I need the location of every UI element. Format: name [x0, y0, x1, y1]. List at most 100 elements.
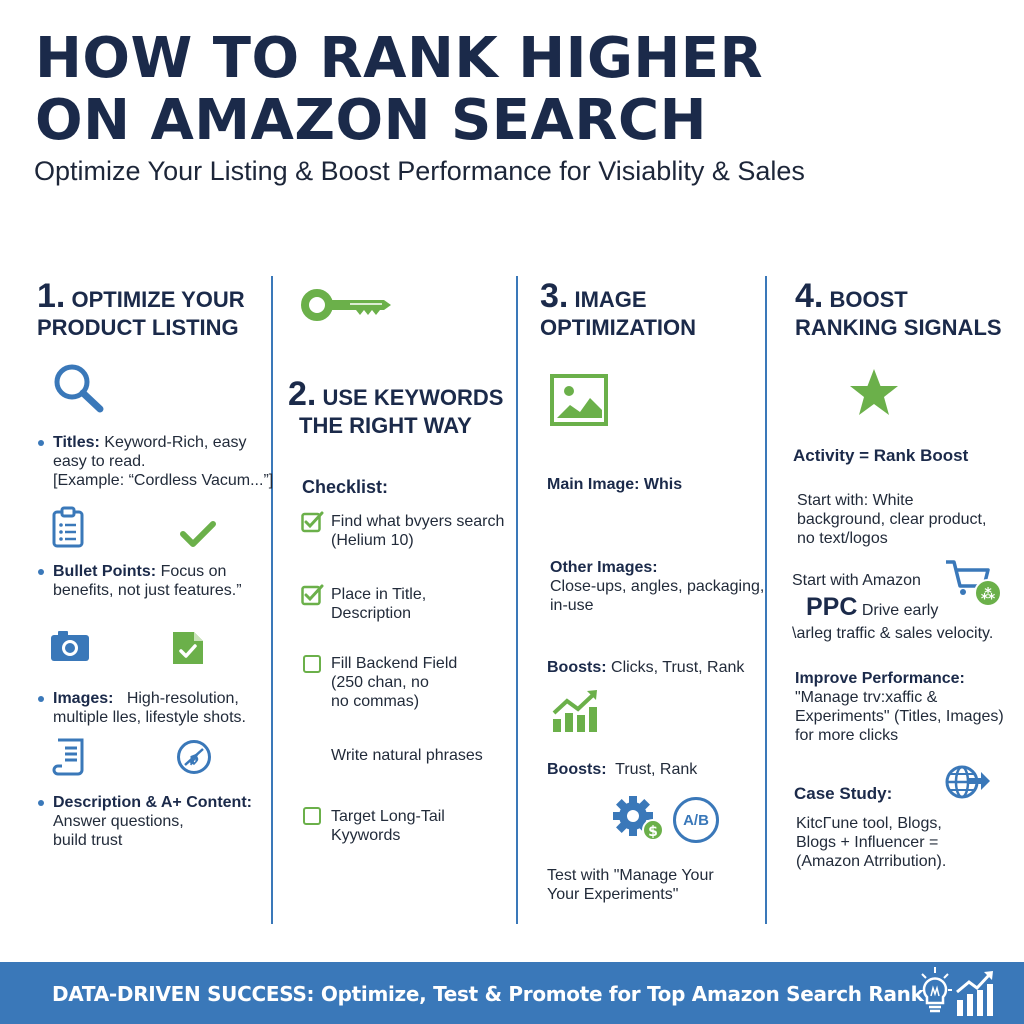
ppc-highlight: PPC Drive early — [806, 593, 938, 625]
start-line: no text/logos — [797, 530, 888, 547]
checklist-line: Target Long-Tail — [331, 808, 445, 825]
magnifier-icon — [54, 364, 104, 413]
item-text: easy to read. — [53, 453, 146, 470]
key-icon — [301, 289, 391, 321]
ppc-traffic: \arleg traffic & sales velocity. — [792, 625, 994, 642]
checklist-line: Find what bvyers search — [331, 513, 505, 530]
checklist-text: Target Long-Tail Kyywords — [331, 807, 445, 845]
checklist-line: Place in Title, — [331, 586, 427, 603]
section-title-line1: USE KEYWORDS — [322, 385, 504, 410]
start-line: Start with: White — [797, 492, 914, 509]
item-text: Focus on — [160, 563, 227, 580]
page-title: HOW TO RANK HIGHER ON AMAZON SEARCH — [35, 28, 763, 152]
improve-line: Experiments" (Titles, Images) — [795, 708, 1004, 725]
main-image-label: Main Image: Whis — [547, 476, 683, 493]
checkmark-icon — [180, 521, 216, 547]
section-title-line1: IMAGE — [574, 287, 647, 312]
section-title-line2: OPTIMIZATION — [540, 315, 697, 340]
improve-label: Improve Performance: — [795, 670, 965, 687]
page-subtitle: Optimize Your Listing & Boost Performanc… — [34, 156, 805, 186]
section-title-line1: OPTIMIZE YOUR — [71, 287, 245, 312]
gear-dollar-icon: $ — [613, 796, 664, 841]
case-line: KitcΓune tool, Blogs, — [796, 815, 942, 832]
section-number: 3. — [540, 277, 569, 315]
boosts-text: Clicks, Trust, Rank — [611, 659, 745, 676]
checkbox-unchecked[interactable] — [303, 655, 321, 673]
item-label: Description & A+ Content: — [53, 794, 252, 811]
section-heading: 2. USE KEYWORDS THE RIGHT WAY — [288, 377, 504, 440]
case-line: (Amazon Atrribution). — [796, 853, 947, 870]
test-line: Your Experiments" — [547, 886, 679, 903]
start-line: background, clear product, — [797, 511, 987, 528]
item-label: Images: — [53, 690, 114, 707]
checklist-text-write-natural: Write natural phrases — [331, 747, 483, 764]
item-text: [Example: “Cordless Vacum...”] — [53, 472, 274, 489]
item-label: Titles: — [53, 434, 100, 451]
ppc-text: Start with Amazon — [792, 571, 921, 590]
checklist-text: Fill Backend Field (250 chan, no no comm… — [331, 654, 457, 711]
checkbox-checked-icon[interactable] — [301, 511, 325, 533]
growth-chart-icon — [956, 971, 993, 1016]
list-item-description: Description & A+ Content: Answer questio… — [38, 793, 252, 850]
checklist-text: Find what bvyers search (Helium 10) — [331, 512, 504, 550]
document-check-icon — [173, 632, 203, 664]
section-title-line2: PRODUCT LISTING — [37, 315, 239, 340]
item-text: build trust — [53, 832, 123, 849]
checkbox-checked-icon[interactable] — [301, 584, 325, 606]
section-title-line1: BOOST — [829, 287, 908, 312]
camera-icon — [51, 631, 89, 661]
image-icon — [550, 374, 608, 426]
improve-line: "Manage trv:xaffic & — [795, 689, 938, 706]
scroll-icon — [52, 738, 84, 776]
svg-text:$: $ — [648, 824, 658, 840]
boosts-label: Boosts: — [547, 761, 607, 778]
shopping-cart-icon: ⁂ — [946, 560, 1002, 607]
clipboard-icon — [52, 506, 84, 548]
checkbox-unchecked[interactable] — [303, 807, 321, 825]
boosts-text: Trust, Rank — [615, 761, 698, 778]
item-label: Bullet Points: — [53, 563, 157, 580]
section-number: 1. — [37, 277, 66, 315]
checklist-label: Checklist: — [302, 477, 389, 497]
globe-arrow-icon — [945, 765, 990, 799]
footer-banner: DATA-DRIVEN SUCCESS: Optimize, Test & Pr… — [0, 962, 1024, 1024]
improve-line: for more clicks — [795, 727, 899, 744]
page-title-line1: HOW TO RANK HIGHER — [35, 26, 764, 91]
page-title-line2: ON AMAZON SEARCH — [35, 88, 707, 153]
lightbulb-icon — [921, 967, 952, 1013]
trust-badge-icon: ꬾ — [177, 740, 211, 774]
start-with-text: Start with: White background, clear prod… — [797, 491, 986, 548]
section-number: 2. — [288, 375, 317, 413]
ppc-big-label: PPC — [806, 593, 858, 621]
section-number: 4. — [795, 277, 824, 315]
list-item-titles: Titles: Keyword-Rich, easy easy to read.… — [37, 433, 274, 490]
other-images-text: in-use — [550, 597, 594, 614]
svg-text:⁂: ⁂ — [981, 587, 996, 603]
list-item-images: Images: High-resolution, multiple lles, … — [38, 689, 246, 727]
checklist-line: Kyywords — [331, 827, 401, 844]
item-text: Answer questions, — [53, 813, 184, 830]
item-text: High-resolution, — [126, 690, 239, 707]
section-title-line2: THE RIGHT WAY — [299, 413, 472, 438]
boosts-trust-rank: Boosts: Trust, Rank — [547, 760, 697, 779]
other-images-text: Close-ups, angles, packaging, — [550, 578, 765, 595]
boosts-label: Boosts: — [547, 659, 607, 676]
footer-text: DATA-DRIVEN SUCCESS: Optimize, Test & Pr… — [52, 982, 924, 1006]
checklist-text: Place in Title, Description — [331, 585, 426, 623]
case-study-text: KitcΓune tool, Blogs, Blogs + Influencer… — [796, 814, 946, 871]
growth-chart-icon — [552, 690, 597, 732]
item-text: Keyword-Rich, easy — [104, 434, 247, 451]
section-heading: 4. BOOST RANKING SIGNALS — [795, 279, 1002, 342]
case-study-label: Case Study: — [794, 784, 893, 803]
boosts-clicks-trust-rank: Boosts: Clicks, Trust, Rank — [547, 658, 744, 677]
ab-test-icon: A/B — [673, 797, 719, 843]
column-divider — [516, 276, 518, 924]
checklist-line: Fill Backend Field — [331, 655, 458, 672]
improve-performance: Improve Performance: "Manage trv:xaffic … — [795, 669, 1004, 745]
checklist-line: Description — [331, 605, 412, 622]
section-title-line2: RANKING SIGNALS — [795, 315, 1002, 340]
other-images-label: Other Images: — [550, 559, 658, 576]
activity-rank-boost: Activity = Rank Boost — [793, 446, 969, 465]
ppc-line: Drive early — [861, 602, 939, 619]
checklist-line: no commas) — [331, 693, 420, 710]
